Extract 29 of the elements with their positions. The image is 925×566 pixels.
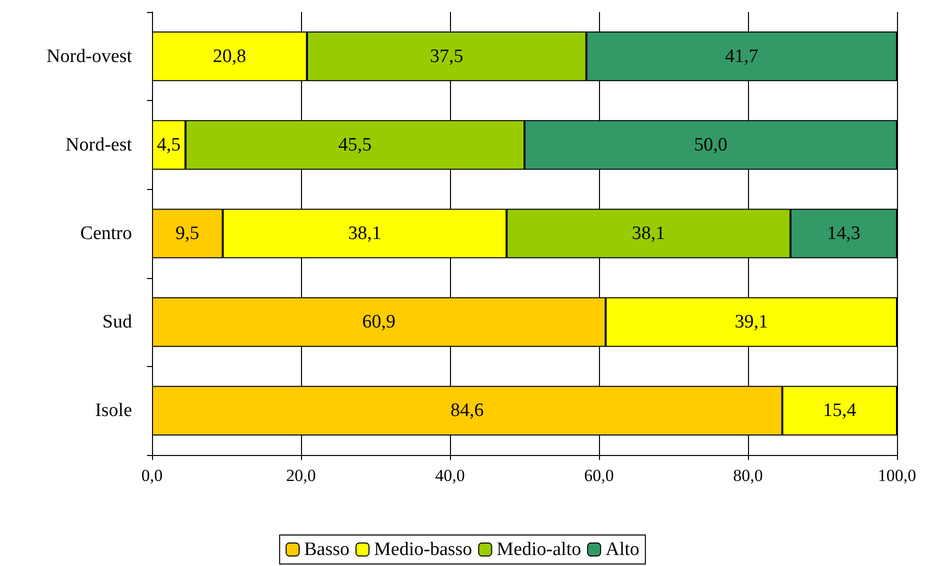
data-label: 15,4 [823,400,857,422]
y-tick-label: Sud [102,312,132,333]
legend-label: Medio-alto [496,539,582,560]
data-label: 38,1 [348,223,382,244]
data-label: 39,1 [734,312,768,333]
data-label: 41,7 [725,46,758,67]
data-label: 45,5 [338,134,372,156]
y-tick-label: Nord-est [66,134,133,156]
data-label: 38,1 [632,223,666,244]
x-tick-label: 60,0 [584,466,614,485]
x-tick-label: 20,0 [286,466,316,485]
data-label: 9,5 [176,223,200,244]
legend-label: Alto [606,539,640,560]
x-tick-label: 40,0 [435,466,465,485]
data-label: 37,5 [430,46,464,67]
x-tick-label: 80,0 [733,466,763,485]
data-label: 14,3 [827,223,860,244]
legend-label: Basso [304,539,350,560]
x-tick-label: 0,0 [141,466,163,485]
legend-label: Medio-basso [374,539,472,560]
data-label: 50,0 [694,134,728,156]
data-label: 4,5 [156,134,181,156]
data-label: 84,6 [450,400,484,422]
data-label: 60,9 [362,312,396,333]
x-tick-label: 100,0 [878,466,916,485]
y-tick-label: Nord-ovest [46,46,133,67]
data-label: 20,8 [212,46,246,67]
y-tick-label: Centro [80,223,132,244]
y-tick-label: Isole [95,400,132,422]
